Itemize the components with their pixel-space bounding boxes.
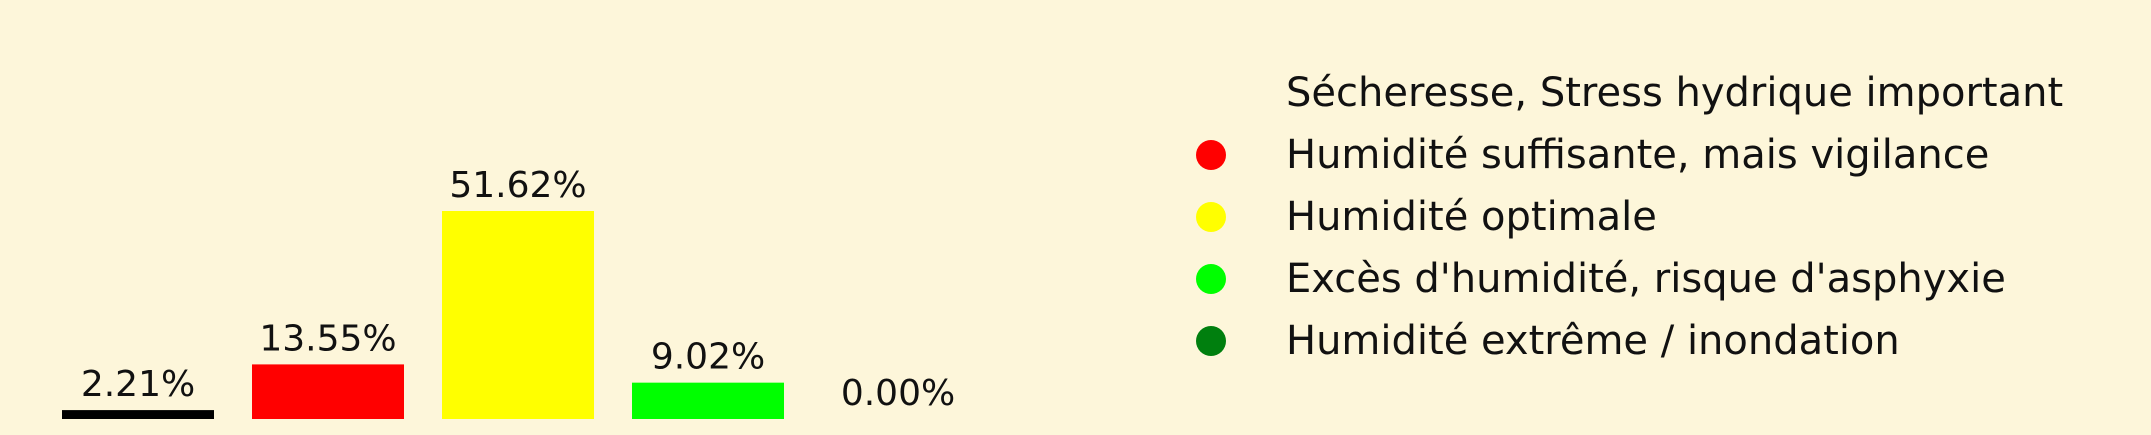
legend-marker-4 (1196, 264, 1226, 294)
bar-labels-group: 2.21% 13.55% 51.62% 9.02% 0.00% (81, 165, 955, 414)
legend-marker-3 (1196, 202, 1226, 232)
legend-marker-2 (1196, 140, 1226, 170)
bar-value-label-1: 2.21% (81, 364, 195, 405)
bar-3 (442, 211, 594, 419)
legend-label-4: Excès d'humidité, risque d'asphyxie (1286, 256, 2006, 302)
bar-2 (252, 364, 404, 419)
legend: Sécheresse, Stress hydrique important Hum… (1196, 70, 2063, 364)
bar-1 (62, 410, 214, 419)
legend-marker-5 (1196, 326, 1226, 356)
legend-label-1: Sécheresse, Stress hydrique important (1286, 70, 2063, 116)
legend-label-5: Humidité extrême / inondation (1286, 318, 1900, 364)
legend-label-3: Humidité optimale (1286, 194, 1657, 240)
bar-value-label-4: 9.02% (651, 337, 765, 378)
bar-value-label-2: 13.55% (259, 318, 396, 359)
bar-value-label-3: 51.62% (449, 165, 586, 206)
legend-label-2: Humidité suffisante, mais vigilance (1286, 132, 1989, 178)
bar-value-label-5: 0.00% (841, 373, 955, 414)
bars-group (62, 211, 784, 419)
bar-4 (632, 382, 784, 419)
